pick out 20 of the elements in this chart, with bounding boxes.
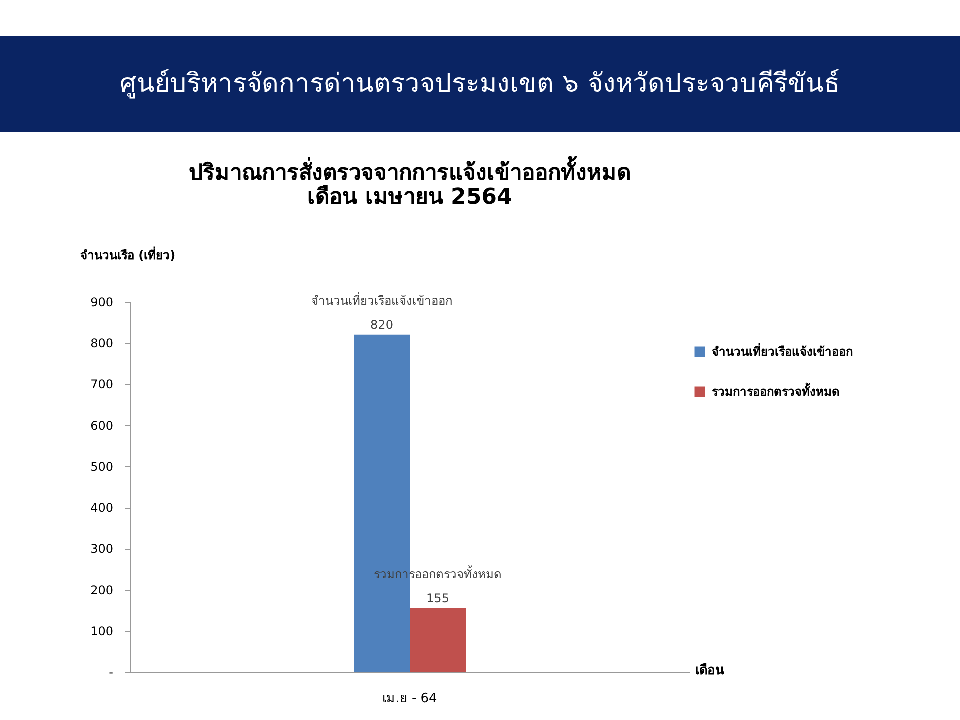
legend-label: จำนวนเที่ยวเรือแจ้งเข้าออก [712, 343, 853, 359]
data-label: 820 [370, 318, 394, 332]
y-tick-label: 900 [90, 296, 114, 310]
legend-label: รวมการออกตรวจทั้งหมด [712, 382, 840, 399]
chart-title: ศูนย์บริหารจัดการด่านตรวจประมงเขต ๖ จังหวัดประจวบคีรีขันธ์ [120, 69, 840, 99]
chart-subtitle: ปริมาณการสั่งตรวจจากการแจ้งเข้าออกทั้งหมด เดือน เมษายน 2564 [189, 156, 631, 210]
y-tick-label: 800 [90, 336, 114, 351]
y-tick-label: 200 [90, 583, 114, 598]
y-tick-label: 600 [90, 418, 114, 433]
y-tick-label: 700 [90, 378, 114, 392]
text: จำนวนเที่ยวเรือแจ้งเข้าออก [312, 294, 452, 308]
y-tick-label: 400 [90, 501, 114, 516]
y-axis-title: จำนวนเรือ (เที่ยว) [80, 246, 176, 262]
y-tick-label: - [109, 666, 114, 680]
x-tick-label: เม.ย - 64 [382, 692, 438, 706]
y-tick-label: 500 [90, 460, 114, 474]
y-tick-label: 300 [90, 542, 114, 556]
x-axis-title: เดือน [696, 662, 724, 678]
y-tick-label: 100 [90, 624, 114, 638]
data-label: 155 [426, 591, 450, 606]
